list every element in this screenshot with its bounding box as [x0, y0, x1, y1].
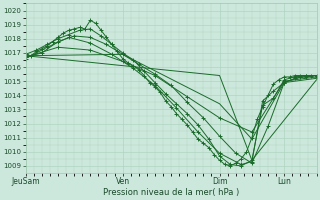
X-axis label: Pression niveau de la mer( hPa ): Pression niveau de la mer( hPa )	[103, 188, 239, 197]
